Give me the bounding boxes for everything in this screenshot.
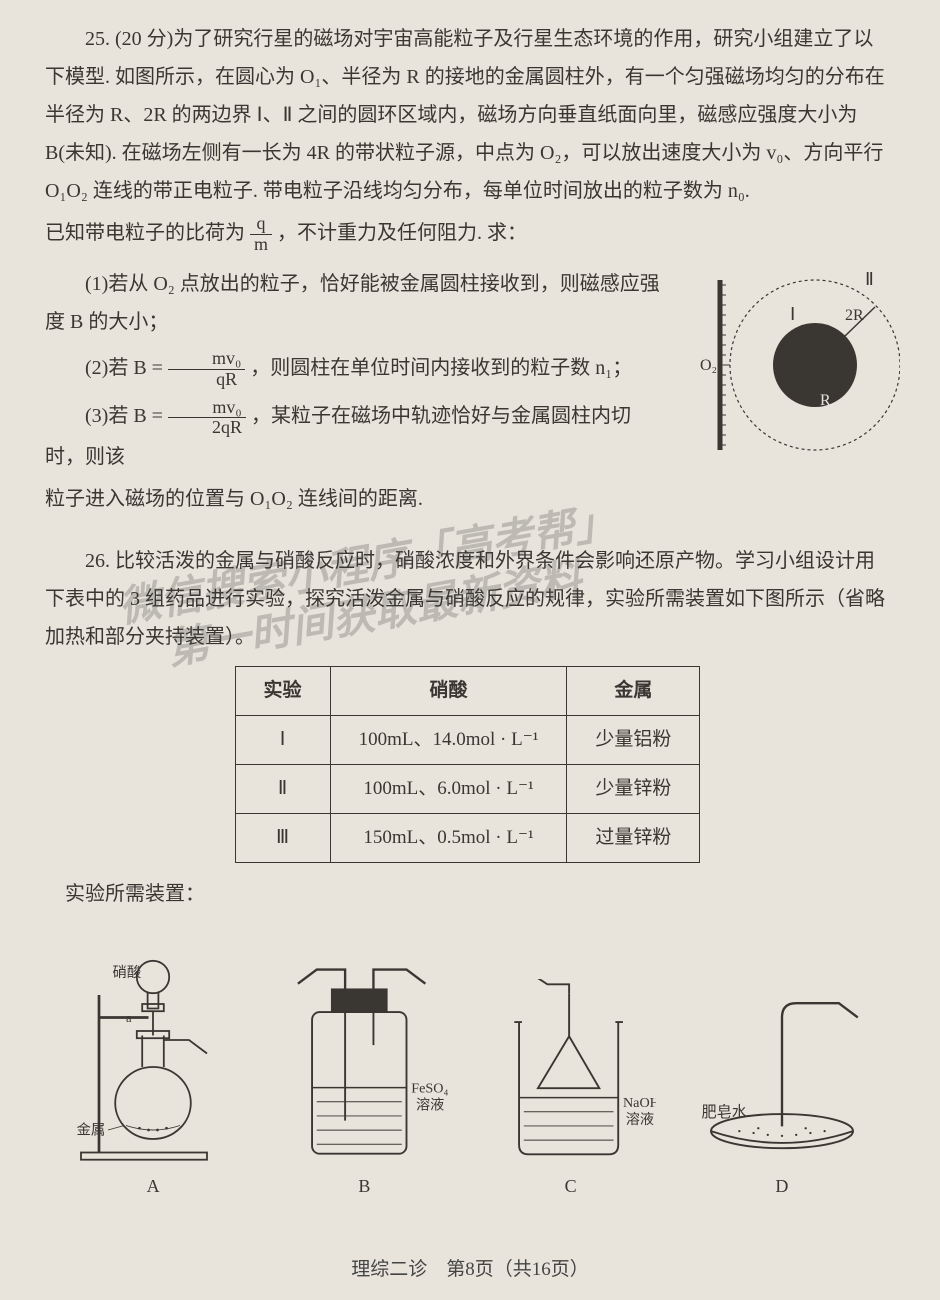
- devices-title: 实验所需装置：: [45, 875, 890, 913]
- page-footer: 理综二诊 第8页（共16页）: [0, 1252, 940, 1288]
- table-header-row: 实验 硝酸 金属: [235, 667, 700, 716]
- device-b: FeSO₄ 溶液 B: [279, 959, 449, 1203]
- svg-text:NaOH: NaOH: [623, 1095, 656, 1111]
- q25-stem: 25. (20 分)为了研究行星的磁场对宇宙高能粒子及行星生态环境的作用，研究小…: [45, 20, 890, 210]
- diagram-label-II: Ⅱ: [865, 269, 874, 289]
- q26-stem: 26. 比较活泼的金属与硝酸反应时，硝酸浓度和外界条件会影响还原产物。学习小组设…: [45, 542, 890, 656]
- device-d-label: D: [692, 1169, 872, 1203]
- diagram-label-R: R: [820, 392, 831, 409]
- diagram-label-2R: 2R: [845, 307, 864, 324]
- q25-stem-tail: 已知带电粒子的比荷为 q m ，不计重力及任何阻力. 求：: [45, 214, 890, 255]
- device-c-label: C: [486, 1169, 656, 1203]
- svg-text:金属: 金属: [77, 1122, 106, 1139]
- svg-text:硝酸: 硝酸: [113, 964, 142, 981]
- th-metal: 金属: [567, 667, 700, 716]
- q25-diagram: O₂ Ⅰ Ⅱ 2R R: [690, 265, 900, 465]
- question-26: 26. 比较活泼的金属与硝酸反应时，硝酸浓度和外界条件会影响还原产物。学习小组设…: [45, 542, 890, 1203]
- q25-tail-suffix: ，不计重力及任何阻力. 求：: [277, 222, 527, 244]
- table-row: Ⅱ 100mL、6.0mol · L⁻¹ 少量锌粉: [235, 765, 700, 814]
- table-row: Ⅰ 100mL、14.0mol · L⁻¹ 少量铝粉: [235, 716, 700, 765]
- q25-tail-prefix: 已知带电粒子的比荷为: [45, 222, 245, 244]
- svg-text:FeSO₄: FeSO₄: [412, 1081, 449, 1097]
- th-acid: 硝酸: [330, 667, 567, 716]
- svg-text:溶液: 溶液: [625, 1112, 653, 1128]
- device-c: NaOH 溶液 C: [486, 979, 656, 1203]
- device-a: 硝酸 a 金属 A: [63, 929, 243, 1203]
- q25-part3-tail: 粒子进入磁场的位置与 O₁O₂ 连线间的距离.: [45, 480, 890, 518]
- diagram-label-I: Ⅰ: [790, 304, 795, 324]
- table-row: Ⅲ 150mL、0.5mol · L⁻¹ 过量锌粉: [235, 814, 700, 863]
- th-experiment: 实验: [235, 667, 330, 716]
- svg-text:溶液: 溶液: [416, 1098, 444, 1114]
- q25-frac-qm: q m: [250, 214, 272, 255]
- device-b-label: B: [279, 1169, 449, 1203]
- svg-text:肥皂水: 肥皂水: [701, 1104, 746, 1121]
- devices-row: 硝酸 a 金属 A: [45, 923, 890, 1203]
- q25-frac2: mv₀ qR: [168, 349, 245, 390]
- question-25: 25. (20 分)为了研究行星的磁场对宇宙高能粒子及行星生态环境的作用，研究小…: [45, 20, 890, 518]
- diagram-label-o2: O₂: [700, 357, 717, 374]
- svg-text:a: a: [126, 1011, 132, 1025]
- q25-frac3: mv₀ 2qR: [168, 398, 246, 439]
- device-a-label: A: [63, 1169, 243, 1203]
- device-d: 肥皂水 D: [692, 989, 872, 1203]
- q26-table: 实验 硝酸 金属 Ⅰ 100mL、14.0mol · L⁻¹ 少量铝粉 Ⅱ 10…: [235, 666, 701, 863]
